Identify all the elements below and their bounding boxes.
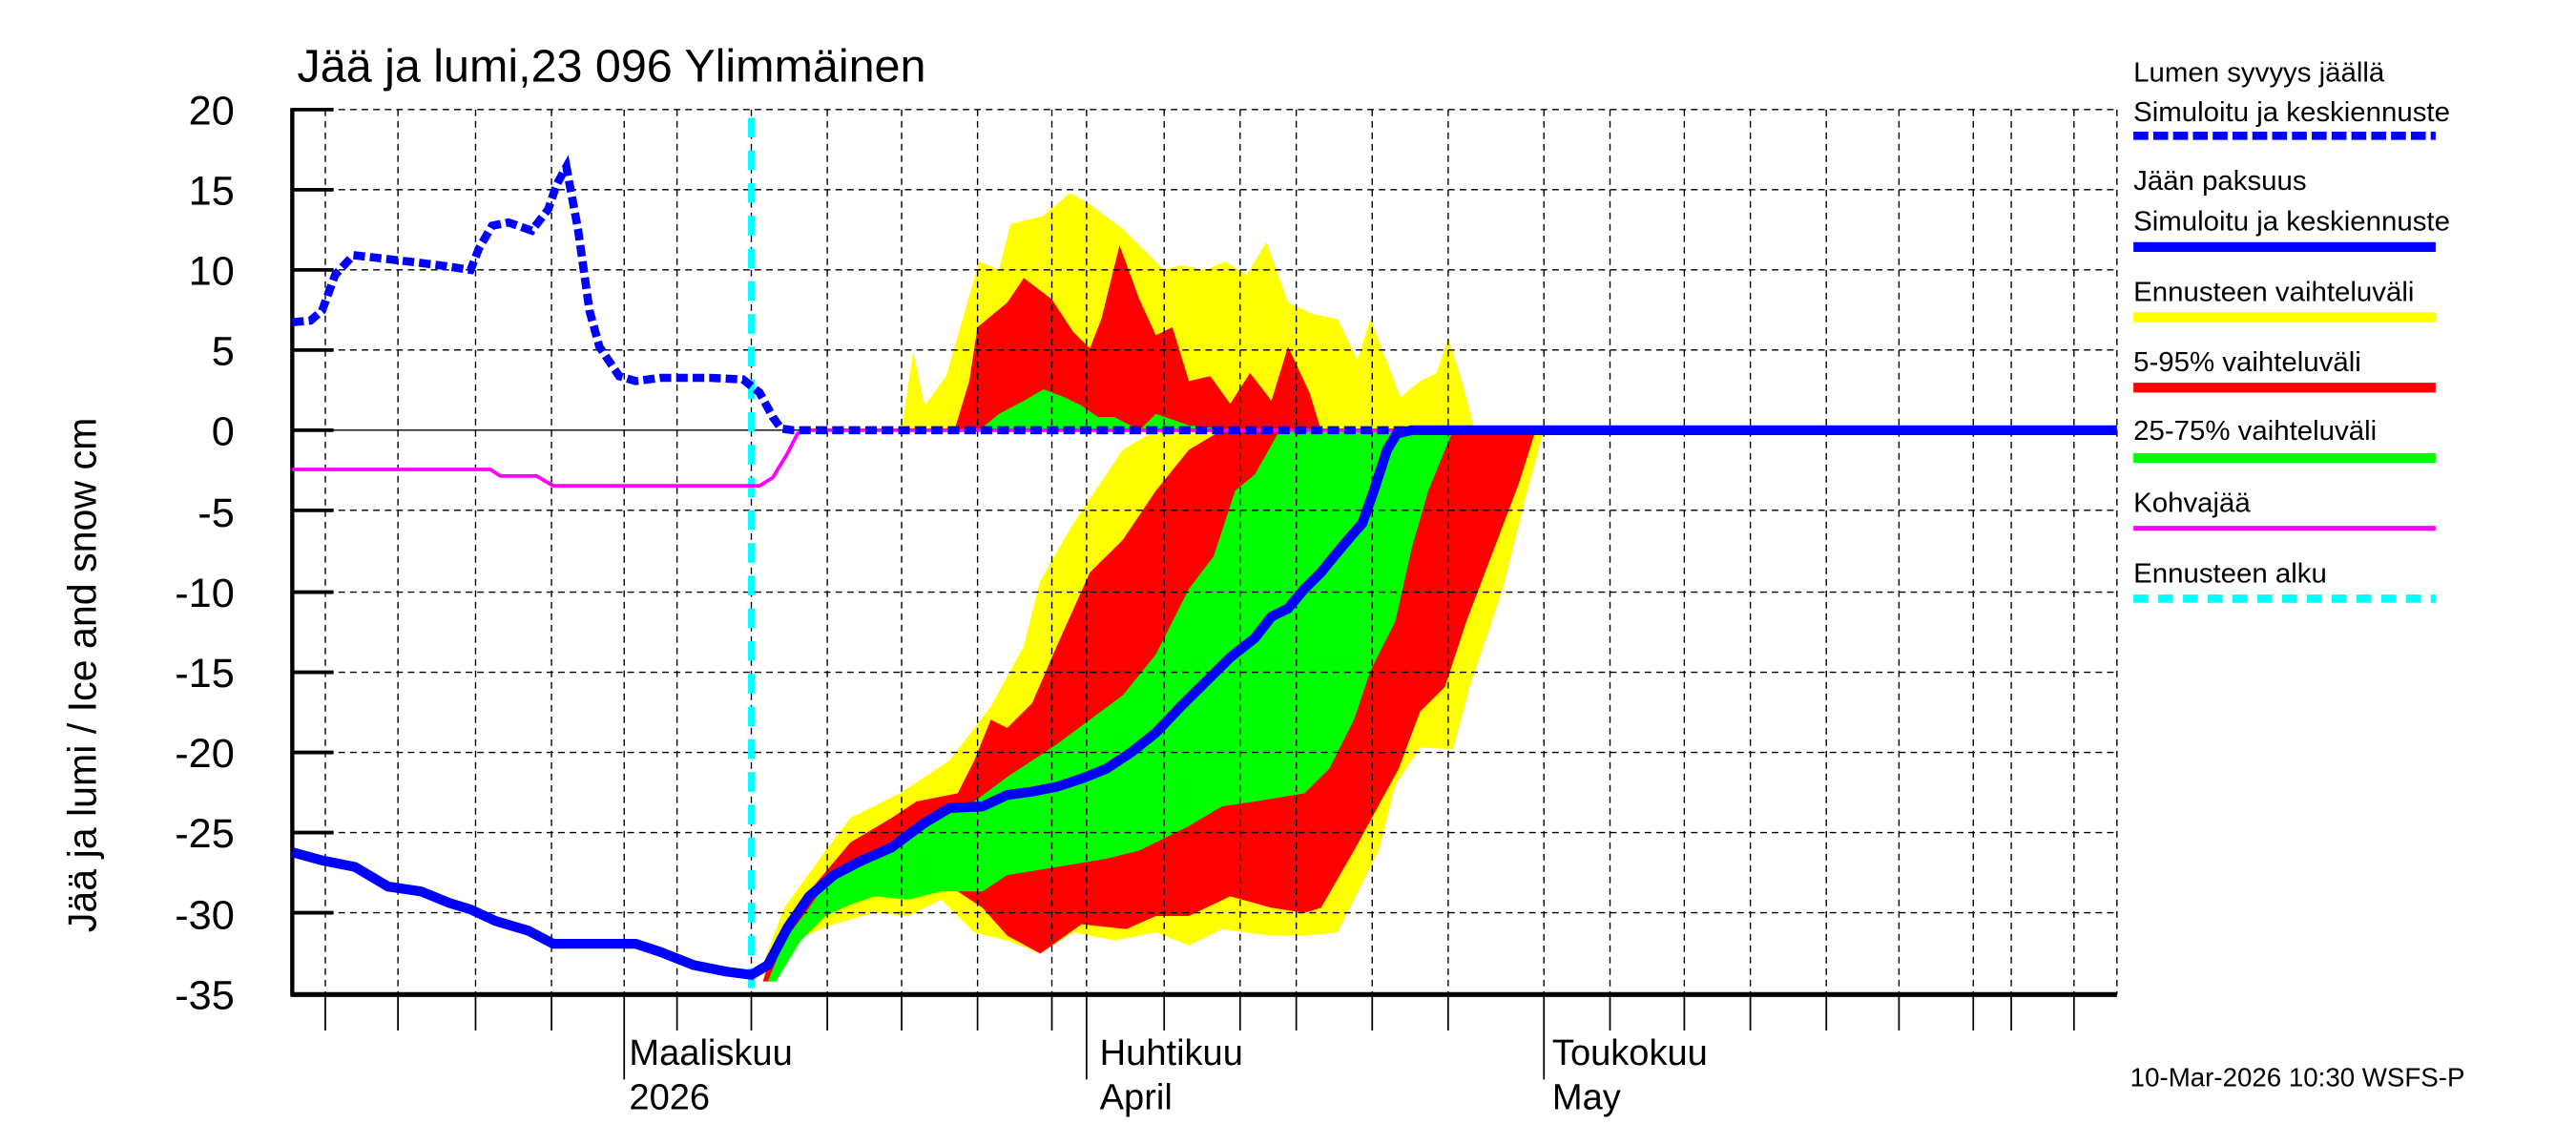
legend-label: Ennusteen alku [2133, 557, 2327, 589]
x-label-march: Maaliskuu [629, 1033, 792, 1073]
x-label-may-sub: May [1552, 1077, 1621, 1117]
grid-lines [292, 109, 2118, 995]
legend-label: Simuloitu ja keskiennuste [2133, 96, 2450, 128]
legend: Lumen syvyys jäällä Simuloitu ja keskien… [2133, 57, 2450, 603]
axes [290, 107, 2117, 1080]
snow-envelope-red [954, 245, 1321, 430]
snow-depth-line [291, 155, 2117, 435]
y-tick: 10 [189, 248, 235, 294]
x-label-march-sub: 2026 [629, 1077, 710, 1117]
x-label-may: Toukokuu [1552, 1033, 1708, 1073]
legend-label: Kohvajää [2133, 488, 2251, 519]
legend-label: 25-75% vaihteluväli [2133, 415, 2377, 447]
legend-label: Jään paksuus [2133, 165, 2306, 197]
forecast-bands [759, 193, 1545, 982]
y-tick: -5 [197, 490, 234, 536]
y-tick: 20 [189, 88, 235, 134]
x-label-april-sub: April [1100, 1077, 1173, 1117]
y-tick: 5 [212, 328, 235, 374]
x-axis-labels: Maaliskuu 2026 Huhtikuu April Toukokuu M… [629, 1033, 1707, 1117]
y-tick: -35 [175, 973, 235, 1019]
x-label-april: Huhtikuu [1100, 1033, 1243, 1073]
chart-title: Jää ja lumi,23 096 Ylimmäinen [298, 41, 926, 93]
y-tick: -10 [175, 571, 235, 616]
legend-label: Simuloitu ja keskiennuste [2133, 206, 2450, 238]
ice-thickness-line [290, 425, 2117, 981]
y-tick: 15 [189, 168, 235, 214]
y-tick: -25 [175, 811, 235, 857]
y-tick: 0 [212, 408, 235, 454]
legend-label: Lumen syvyys jäällä [2133, 57, 2385, 89]
legend-label: 5-95% vaihteluväli [2133, 346, 2361, 378]
snow-envelope-green [979, 389, 1231, 430]
y-axis-label: Jää ja lumi / Ice and snow cm [60, 418, 104, 932]
y-tick: -15 [175, 651, 235, 697]
ice-envelope-green [767, 429, 1454, 982]
legend-label: Ennusteen vaihteluväli [2133, 277, 2414, 308]
y-tick-labels: 20 15 10 5 0 -5 -10 -15 -20 -25 -30 -35 [175, 88, 235, 1018]
y-tick: -30 [175, 893, 235, 939]
y-tick: -20 [175, 731, 235, 777]
timestamp-footer: 10-Mar-2026 10:30 WSFS-P [2130, 1062, 2465, 1092]
